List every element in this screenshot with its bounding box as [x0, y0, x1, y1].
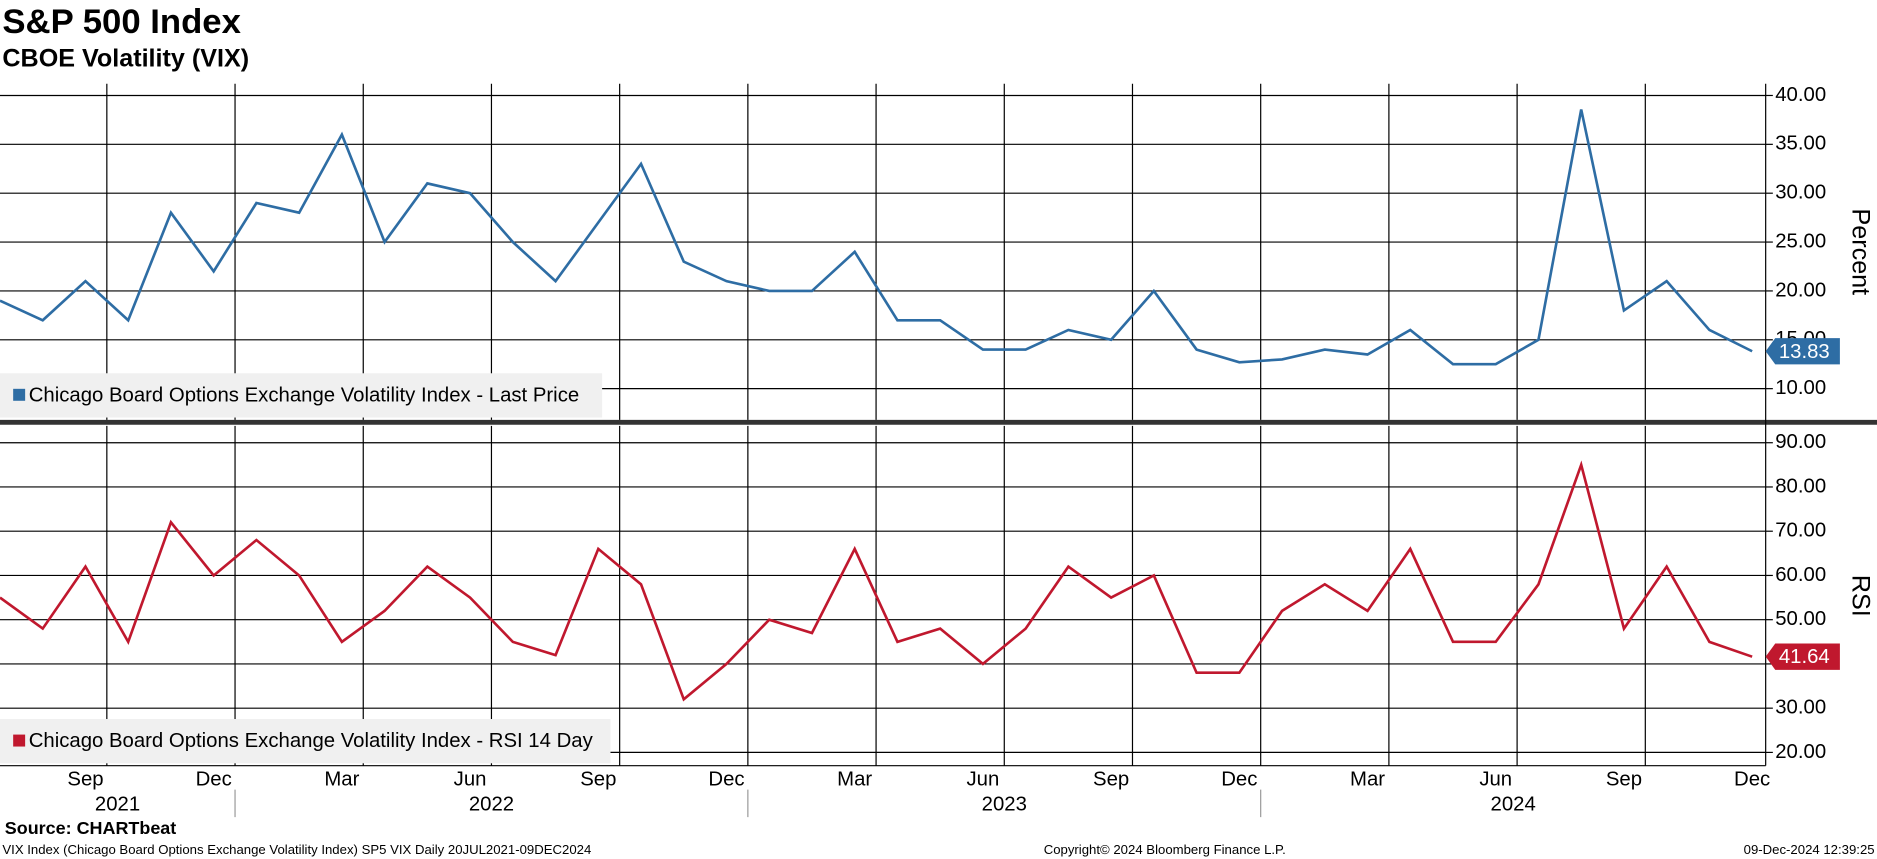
footer-center: Copyright© 2024 Bloomberg Finance L.P.	[1044, 842, 1286, 857]
y-tick-label: 20.00	[1775, 279, 1826, 301]
x-tick-label: Sep	[67, 768, 103, 790]
x-tick-label: Mar	[837, 768, 872, 790]
y-tick-label: 80.00	[1775, 475, 1826, 497]
series-line	[0, 460, 1753, 702]
x-tick-label: Mar	[324, 768, 359, 790]
x-tick-label: Dec	[196, 768, 232, 790]
x-tick-label: Jun	[1479, 768, 1512, 790]
footer-right: 09-Dec-2024 12:39:25	[1744, 842, 1875, 857]
y-axis-label: Percent	[1846, 209, 1874, 296]
legend-label: Chicago Board Options Exchange Volatilit…	[29, 730, 594, 752]
subtitle: CBOE Volatility (VIX)	[2, 44, 249, 72]
y-tick-label: 10.00	[1775, 377, 1826, 399]
source: Source: CHARTbeat	[5, 818, 176, 838]
legend-swatch	[13, 388, 26, 401]
y-tick-label: 70.00	[1775, 520, 1826, 542]
year-label: 2023	[982, 794, 1027, 816]
last-value-label: 41.64	[1779, 646, 1830, 668]
x-tick-label: Dec	[1221, 768, 1257, 790]
legend-box	[0, 719, 611, 764]
last-value-label: 13.83	[1779, 341, 1830, 363]
x-tick-label: Dec	[708, 768, 744, 790]
year-label: 2024	[1491, 794, 1536, 816]
year-label: 2022	[469, 794, 514, 816]
x-tick-label: Jun	[967, 768, 1000, 790]
year-label: 2021	[95, 794, 140, 816]
series-line	[0, 109, 1753, 366]
x-tick-label: Sep	[580, 768, 616, 790]
footer-left: VIX Index (Chicago Board Options Exchang…	[2, 842, 591, 857]
y-tick-label: 35.00	[1775, 133, 1826, 155]
last-value-box	[1765, 643, 1840, 670]
y-tick-label: 40.00	[1775, 84, 1826, 106]
y-tick-label: 50.00	[1775, 608, 1826, 630]
x-tick-label: Sep	[1606, 768, 1642, 790]
y-tick-label: 25.00	[1775, 230, 1826, 252]
legend-label: Chicago Board Options Exchange Volatilit…	[29, 384, 579, 406]
y-tick-label: 90.00	[1775, 431, 1826, 453]
x-tick-label: Jun	[454, 768, 487, 790]
x-tick-label: Dec	[1734, 768, 1770, 790]
y-tick-label: 30.00	[1775, 182, 1826, 204]
y-tick-label: 60.00	[1775, 564, 1826, 586]
title: S&P 500 Index	[2, 3, 241, 41]
x-tick-label: Mar	[1350, 768, 1385, 790]
last-value-box	[1765, 338, 1840, 365]
y-tick-label: 20.00	[1775, 741, 1826, 763]
legend-box	[0, 373, 603, 418]
y-axis-label: RSI	[1846, 575, 1874, 617]
y-tick-label: 30.00	[1775, 697, 1826, 719]
legend-swatch	[13, 734, 26, 747]
x-tick-label: Sep	[1093, 768, 1129, 790]
